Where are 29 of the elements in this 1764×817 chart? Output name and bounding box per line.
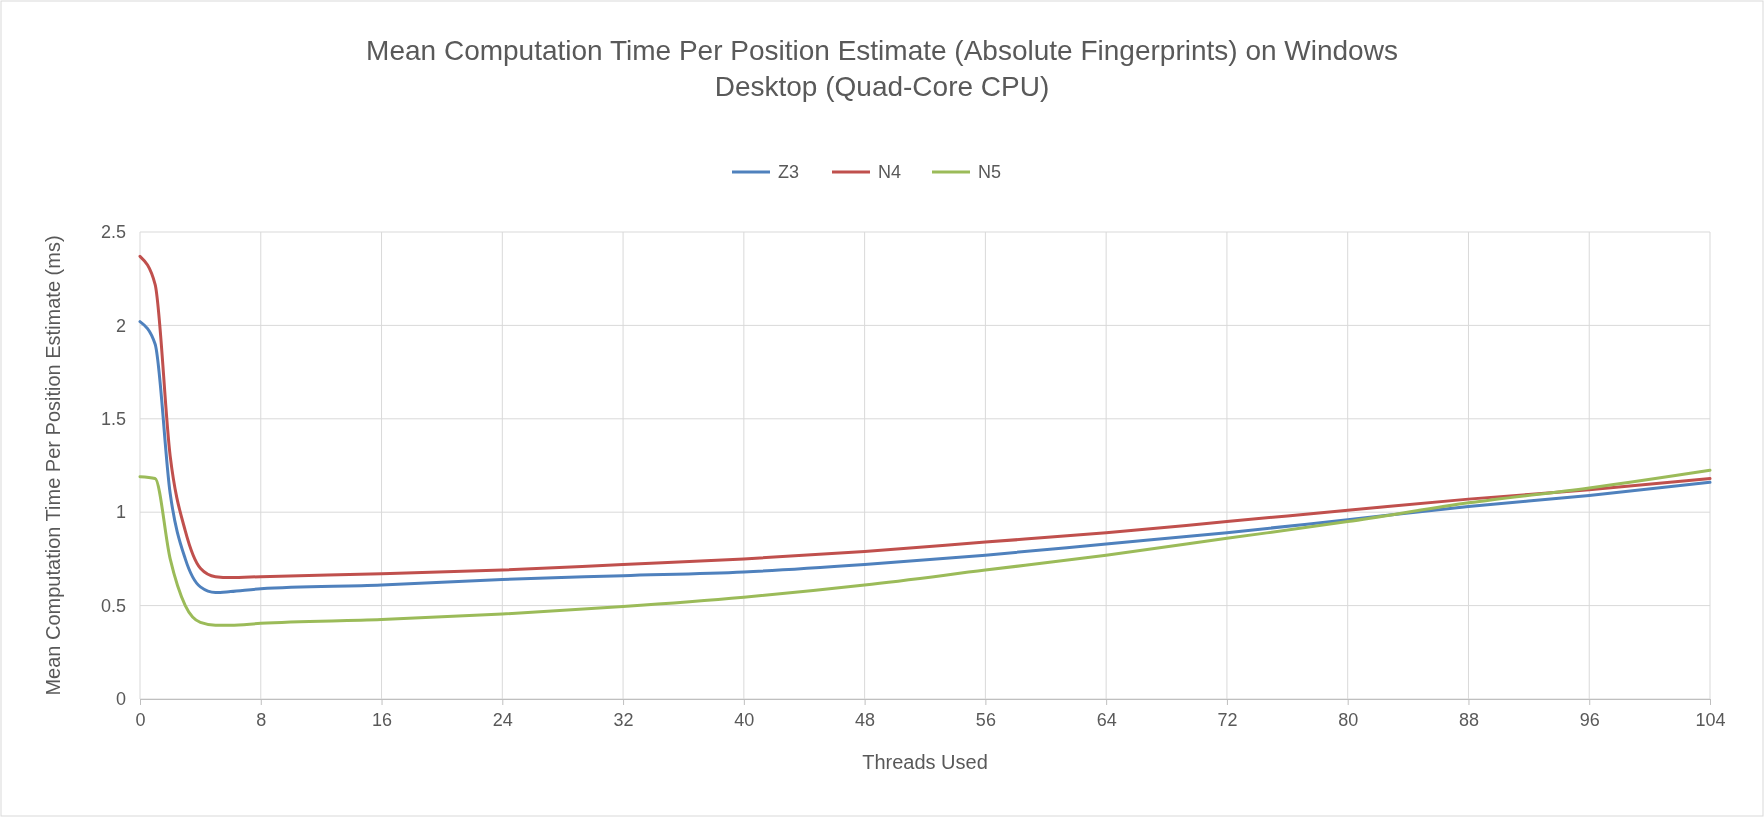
- x-axis-title: Threads Used: [862, 751, 988, 773]
- x-tick-label: 40: [734, 709, 755, 730]
- x-tick-label: 24: [492, 709, 513, 730]
- y-tick-label: 1: [115, 502, 126, 523]
- x-tick-label: 48: [855, 709, 876, 730]
- x-tick-label: 32: [613, 709, 634, 730]
- chart-title: Mean Computation Time Per Position Estimate (Absolute Fingerprints) on Windows Desktop (Quad-Core CPU): [366, 35, 1398, 102]
- y-tick-label: 0.5: [100, 595, 126, 616]
- y-tick-label: 1.5: [100, 409, 126, 430]
- line-series: [138, 320, 1712, 595]
- legend-label: N5: [978, 162, 1002, 182]
- y-tick-label: 2: [115, 315, 126, 336]
- x-tick-label: 0: [135, 709, 146, 730]
- y-tick-label: 2.5: [100, 222, 126, 243]
- line-series: [138, 468, 1712, 627]
- x-tick-label: 56: [975, 709, 996, 730]
- line-series: [138, 254, 1712, 580]
- x-tick-label: 104: [1695, 709, 1726, 730]
- legend-label: N4: [878, 162, 902, 182]
- x-tick-label: 80: [1338, 709, 1359, 730]
- x-tick-label: 64: [1096, 709, 1117, 730]
- y-axis-title: Mean Computation Time Per Position Estimate (ms): [42, 235, 64, 696]
- x-tick-label: 96: [1579, 709, 1600, 730]
- x-tick-label: 8: [256, 709, 267, 730]
- x-tick-label: 72: [1217, 709, 1238, 730]
- legend-label: Z3: [778, 162, 800, 182]
- x-tick-label: 88: [1458, 709, 1479, 730]
- y-tick-label: 0: [115, 689, 126, 710]
- x-tick-label: 16: [372, 709, 393, 730]
